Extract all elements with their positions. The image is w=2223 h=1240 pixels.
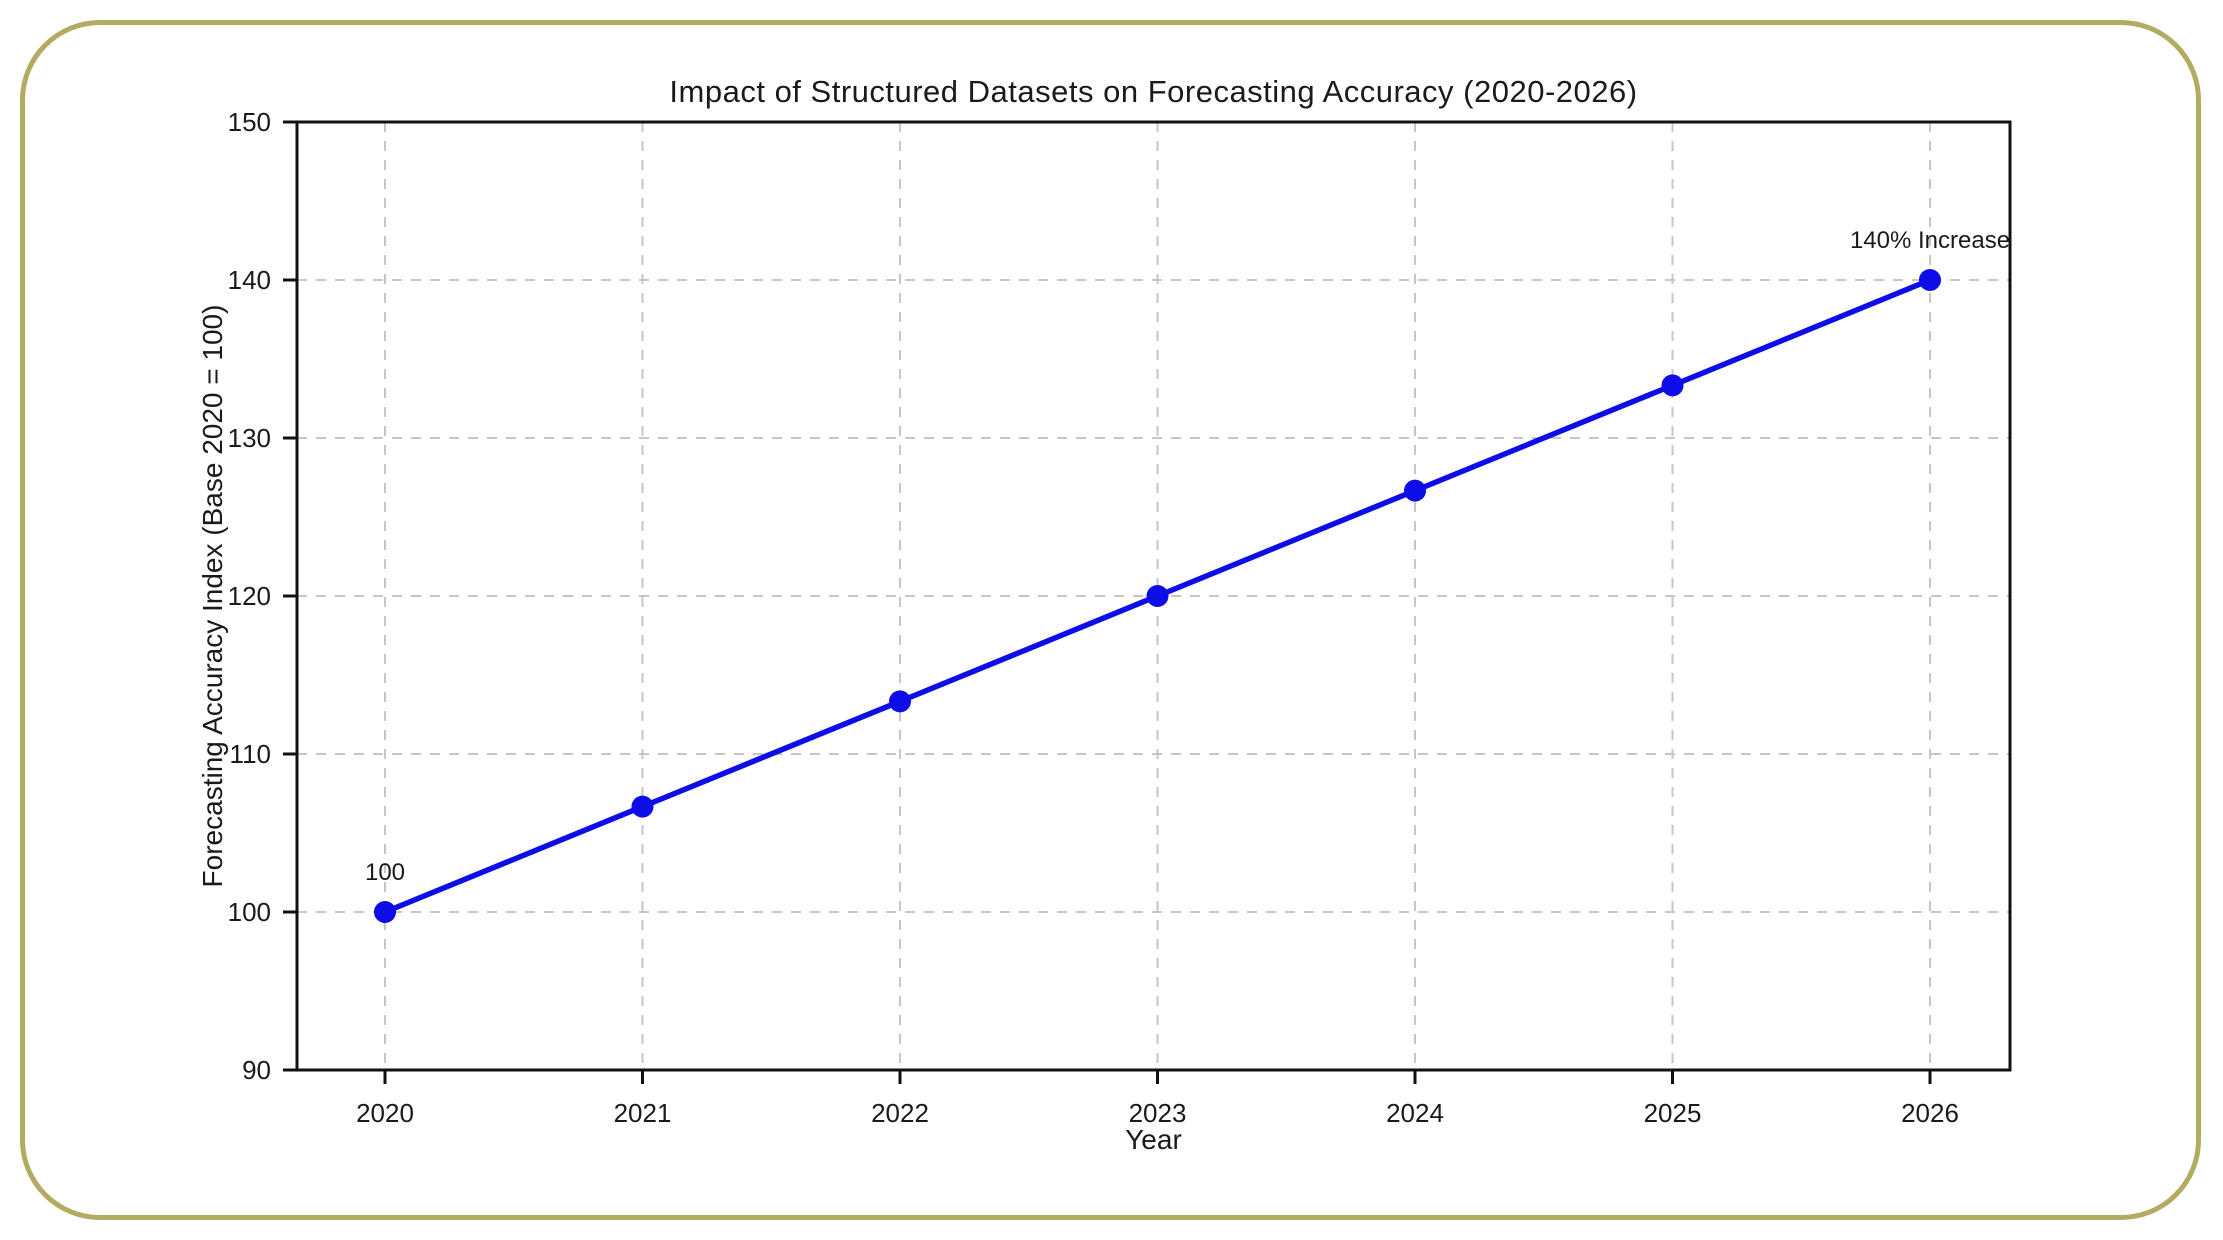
annotation: 100: [365, 859, 405, 886]
x-tick-label: 2024: [1386, 1098, 1444, 1128]
x-tick-label: 2022: [871, 1098, 929, 1128]
x-tick-label: 2025: [1644, 1098, 1702, 1128]
x-tick-label: 2023: [1129, 1098, 1187, 1128]
y-axis-label: Forecasting Accuracy Index (Base 2020 = …: [197, 304, 228, 888]
data-point: [1919, 269, 1941, 291]
x-tick-label: 2021: [614, 1098, 672, 1128]
y-tick-label: 130: [228, 423, 271, 453]
y-tick-label: 100: [228, 897, 271, 927]
chart-title: Impact of Structured Datasets on Forecas…: [669, 74, 1638, 109]
x-axis-label: Year: [1125, 1124, 1182, 1155]
x-tick-label: 2026: [1901, 1098, 1959, 1128]
data-point: [374, 901, 396, 923]
x-tick-label: 2020: [356, 1098, 414, 1128]
data-point: [631, 795, 654, 818]
data-point: [1661, 374, 1684, 397]
annotation: 140% Increase: [1850, 227, 2010, 254]
data-point: [1146, 585, 1169, 607]
y-tick-label: 150: [228, 107, 271, 137]
decorative-rounded-frame: [20, 20, 2201, 1220]
y-tick-label: 90: [242, 1055, 271, 1085]
y-tick-label: 120: [228, 581, 271, 611]
y-tick-label: 110: [230, 739, 271, 769]
y-tick-label: 140: [228, 265, 271, 295]
data-point: [1404, 479, 1426, 502]
data-point: [889, 690, 911, 713]
